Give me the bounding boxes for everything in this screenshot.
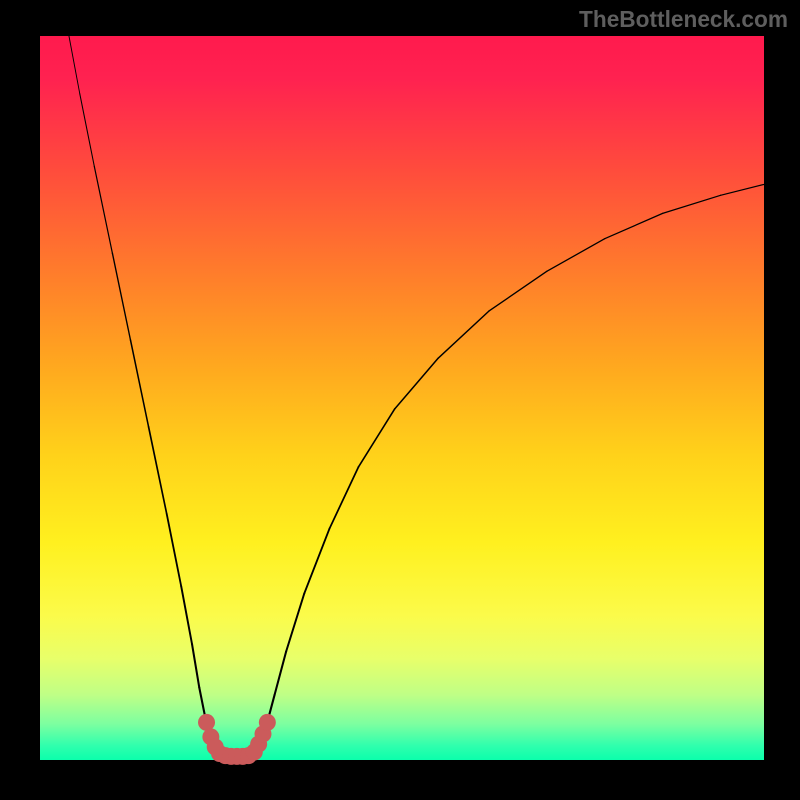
plot-area: [40, 36, 764, 760]
watermark: TheBottleneck.com: [579, 6, 788, 33]
chart-stage: TheBottleneck.com: [0, 0, 800, 800]
chart-svg: [0, 0, 800, 800]
